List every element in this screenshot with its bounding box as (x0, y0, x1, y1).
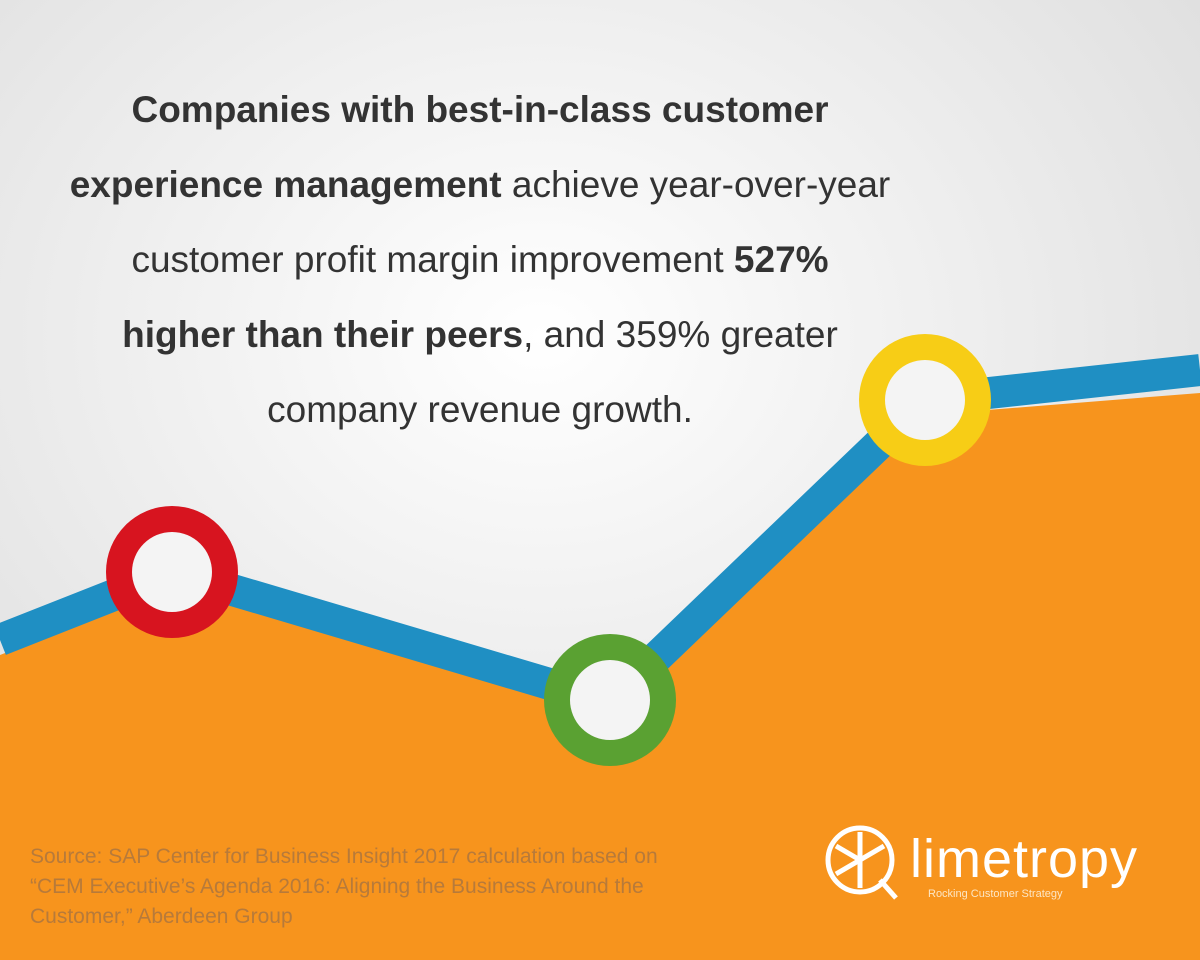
logo-icon (825, 825, 898, 900)
source-note: Source: SAP Center for Business Insight … (30, 842, 658, 932)
headline-segment: experience management (69, 164, 502, 205)
headline-segment: achieve year-over-year (501, 164, 891, 205)
headline-segment: customer profit margin improvement (131, 239, 734, 280)
yellow-marker (859, 334, 991, 466)
headline-segment: company revenue growth. (267, 389, 693, 430)
red-marker (106, 506, 238, 638)
orange-area (0, 393, 1200, 960)
source-line: Customer,” Aberdeen Group (30, 905, 293, 928)
headline-line: company revenue growth. (40, 382, 920, 457)
source-line: “CEM Executive’s Agenda 2016: Aligning t… (30, 875, 644, 898)
headline-line: experience management achieve year-over-… (40, 157, 920, 232)
source-line: Source: SAP Center for Business Insight … (30, 845, 658, 868)
headline-segment: , and 359% greater (523, 314, 838, 355)
headline-line: customer profit margin improvement 527% (40, 232, 920, 307)
headline: Companies with best-in-class customer exp… (40, 82, 920, 457)
green-marker (544, 634, 676, 766)
logo-tagline: Rocking Customer Strategy (928, 888, 1063, 900)
headline-segment: higher than their peers (122, 314, 524, 355)
logo-name: limetropy (910, 829, 1139, 889)
headline-line: Companies with best-in-class customer (40, 82, 920, 157)
headline-segment: 527% (733, 239, 829, 280)
headline-line: higher than their peers, and 359% greate… (40, 307, 920, 382)
headline-segment: Companies with best-in-class customer (131, 89, 829, 130)
